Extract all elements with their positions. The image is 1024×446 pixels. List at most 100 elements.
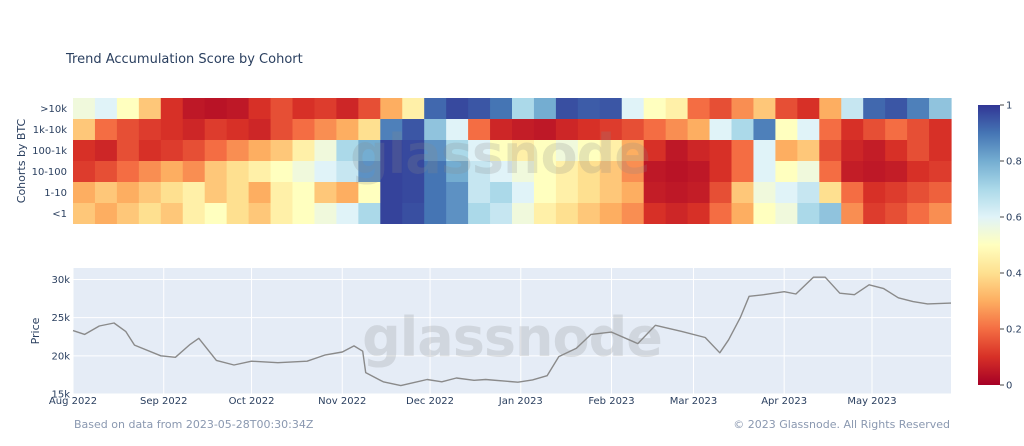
heatmap-cell: [512, 119, 535, 140]
heatmap-cell: [555, 119, 579, 140]
heatmap-cell: [292, 119, 316, 140]
heatmap-cell: [819, 119, 842, 140]
heatmap-cell: [885, 182, 908, 203]
heatmap-cell: [841, 203, 864, 224]
heatmap-cell: [292, 98, 316, 119]
heatmap-cell: [709, 182, 733, 203]
heatmap-cell: [490, 98, 513, 119]
heatmap-cell: [665, 119, 689, 140]
heatmap-cell: [314, 119, 337, 140]
heatmap-cell: [753, 182, 776, 203]
heatmap-cell: [907, 161, 930, 182]
heatmap-cell: [643, 161, 667, 182]
heatmap-cell: [841, 182, 864, 203]
heatmap-cell: [358, 119, 381, 140]
x-tick-label: Sep 2022: [140, 396, 187, 407]
heatmap-cell: [138, 98, 162, 119]
x-tick-label: Aug 2022: [49, 396, 97, 407]
heatmap-cell: [841, 98, 864, 119]
colorbar-tick-label: 0.4: [1006, 269, 1022, 280]
heatmap-cell: [380, 161, 403, 182]
price-y-axis-label: Price: [29, 317, 42, 344]
heatmap-cell: [753, 119, 776, 140]
price-line: [72, 276, 952, 387]
heatmap-cell: [929, 98, 952, 119]
heatmap-cell: [160, 119, 184, 140]
heatmap-cell: [621, 203, 645, 224]
heatmap-cell: [402, 140, 425, 161]
heatmap-cell: [709, 161, 733, 182]
heatmap-cell: [753, 203, 776, 224]
heatmap-cell: [292, 182, 316, 203]
heatmap-cell: [797, 98, 820, 119]
heatmap-cell: [577, 119, 601, 140]
heatmap-cell: [358, 182, 381, 203]
footer-copyright: © 2023 Glassnode. All Rights Reserved: [733, 418, 950, 431]
x-tick-label: Jan 2023: [498, 396, 543, 407]
heatmap-cell: [731, 182, 755, 203]
heatmap-cell: [358, 161, 381, 182]
x-tick-label: Mar 2023: [670, 396, 718, 407]
heatmap-cell: [270, 98, 294, 119]
heatmap-cell: [182, 203, 206, 224]
colorbar-tick-label: 1: [1006, 101, 1012, 112]
heatmap-cell: [643, 98, 667, 119]
heatmap-cell: [292, 140, 316, 161]
heatmap-cell: [248, 203, 272, 224]
heatmap-cell: [929, 182, 952, 203]
heatmap-cell: [687, 98, 711, 119]
heatmap-cell: [907, 203, 930, 224]
heatmap-cell: [314, 98, 337, 119]
heatmap-cell: [731, 161, 755, 182]
wm-heatmap: glassnode: [350, 123, 650, 186]
row-label: <1: [52, 209, 67, 220]
colorbar-scale: [978, 105, 1000, 385]
heatmap-cell: [424, 203, 447, 224]
heatmap-cell: [73, 119, 96, 140]
heatmap-cell: [907, 140, 930, 161]
heatmap-cell: [380, 182, 403, 203]
heatmap-cell: [226, 140, 250, 161]
x-tick-label: Dec 2022: [406, 396, 454, 407]
heatmap-cell: [885, 161, 908, 182]
heatmap-cell: [775, 119, 798, 140]
heatmap-cell: [490, 182, 513, 203]
heatmap-cell: [665, 161, 689, 182]
heatmap-cell: [490, 203, 513, 224]
heatmap-cell: [336, 140, 359, 161]
heatmap-cell: [929, 203, 952, 224]
heatmap-cell: [665, 98, 689, 119]
heatmap-cell: [885, 98, 908, 119]
heatmap-cell: [446, 203, 469, 224]
heatmap-cell: [555, 140, 579, 161]
heatmap-cell: [248, 98, 272, 119]
price-plot[interactable]: glassnode 15k 20k 25k 30k Aug 2022 Sep 2022 O…: [49, 268, 952, 407]
heatmap-plot[interactable]: >10k 1k-10k 100-1k 10-100 1-10 <1 glassnode: [32, 98, 952, 224]
price-plot-background: [73, 268, 951, 394]
heatmap-cell: [907, 98, 930, 119]
heatmap-cell: [555, 182, 579, 203]
heatmap-cell: [226, 182, 250, 203]
heatmap-cell: [687, 140, 711, 161]
heatmap-cell: [512, 161, 535, 182]
chart-title: Trend Accumulation Score by Cohort: [65, 52, 303, 67]
heatmap-cell: [775, 140, 798, 161]
heatmap-cell: [819, 161, 842, 182]
heatmap-cell: [555, 161, 579, 182]
heatmap-cell: [314, 203, 337, 224]
heatmap-cell: [468, 161, 491, 182]
heatmap-cell: [116, 182, 140, 203]
heatmap-cell: [885, 119, 908, 140]
heatmap-cell: [204, 119, 228, 140]
heatmap-cell: [248, 140, 272, 161]
heatmap-cell: [116, 98, 140, 119]
heatmap-cell: [512, 203, 535, 224]
heatmap-cell: [512, 182, 535, 203]
heatmap-cell: [94, 140, 118, 161]
heatmap-cell: [577, 98, 601, 119]
heatmap-cell: [687, 119, 711, 140]
heatmap-cell: [512, 140, 535, 161]
heatmap-cell: [358, 98, 381, 119]
heatmap-cell: [182, 119, 206, 140]
heatmap-cell: [577, 182, 601, 203]
